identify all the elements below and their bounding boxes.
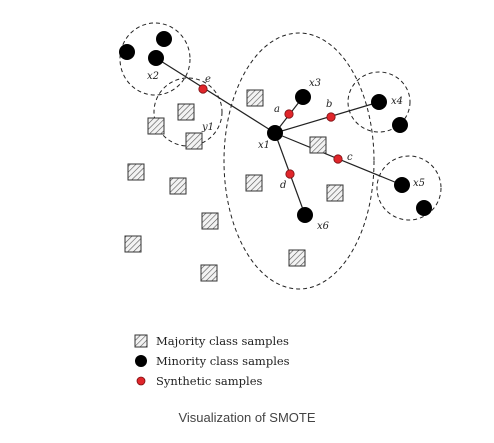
- synthetic-sample-e: [198, 84, 208, 94]
- majority-sample: [147, 117, 165, 135]
- minority-sample-x1: [267, 125, 283, 141]
- majority-samples: [124, 89, 344, 282]
- legend-majority-icon: [134, 334, 148, 348]
- minority-sample: [119, 44, 135, 60]
- label-y1: y1: [201, 122, 214, 133]
- majority-sample: [127, 163, 145, 181]
- majority-sample: [309, 136, 327, 154]
- minority-samples: [119, 31, 432, 223]
- minority-sample-x6: [297, 207, 313, 223]
- label-a: a: [274, 104, 280, 115]
- label-x1: x1: [258, 140, 270, 151]
- majority-sample: [326, 184, 344, 202]
- minority-sample: [392, 117, 408, 133]
- legend-minority-label: Minority class samples: [156, 354, 290, 368]
- majority-sample: [288, 249, 306, 267]
- majority-sample: [246, 89, 264, 107]
- majority-sample: [124, 235, 142, 253]
- legend-majority-label: Majority class samples: [156, 334, 289, 348]
- minority-sample-x4: [371, 94, 387, 110]
- majority-sample: [169, 177, 187, 195]
- synthetic-sample-d: [285, 169, 295, 179]
- majority-sample: [177, 103, 195, 121]
- minority-sample-x3: [295, 89, 311, 105]
- minority-sample-x5: [394, 177, 410, 193]
- neighborhood-x1: [223, 32, 375, 290]
- neighborhood-x5: [376, 155, 442, 221]
- neighborhood-x2: [119, 22, 191, 96]
- majority-sample: [201, 212, 219, 230]
- majority-sample: [245, 174, 263, 192]
- label-e: e: [205, 74, 211, 85]
- legend-synthetic-icon: [136, 376, 146, 386]
- neighborhood-y1: [153, 77, 223, 147]
- minority-sample-x2: [148, 50, 164, 66]
- label-x5: x5: [413, 178, 425, 189]
- majority-sample: [185, 132, 203, 150]
- legend-synthetic-label: Synthetic samples: [156, 374, 263, 388]
- label-x2: x2: [147, 71, 159, 82]
- label-x4: x4: [391, 96, 403, 107]
- label-c: c: [347, 152, 353, 163]
- majority-sample: [200, 264, 218, 282]
- synthetic-sample-a: [284, 109, 294, 119]
- legend-minority-icon: [135, 355, 147, 367]
- synthetic-sample-c: [333, 154, 343, 164]
- minority-sample: [416, 200, 432, 216]
- neighborhood-x4: [347, 71, 411, 133]
- label-x3: x3: [309, 78, 321, 89]
- synthetic-sample-b: [326, 112, 336, 122]
- label-d: d: [280, 180, 286, 191]
- figure-caption: Visualization of SMOTE: [178, 410, 316, 425]
- minority-sample: [156, 31, 172, 47]
- legend: Majority class samples Minority class sa…: [134, 334, 290, 388]
- label-x6: x6: [317, 221, 330, 232]
- synthetic-samples: [198, 84, 343, 179]
- label-b: b: [326, 99, 332, 110]
